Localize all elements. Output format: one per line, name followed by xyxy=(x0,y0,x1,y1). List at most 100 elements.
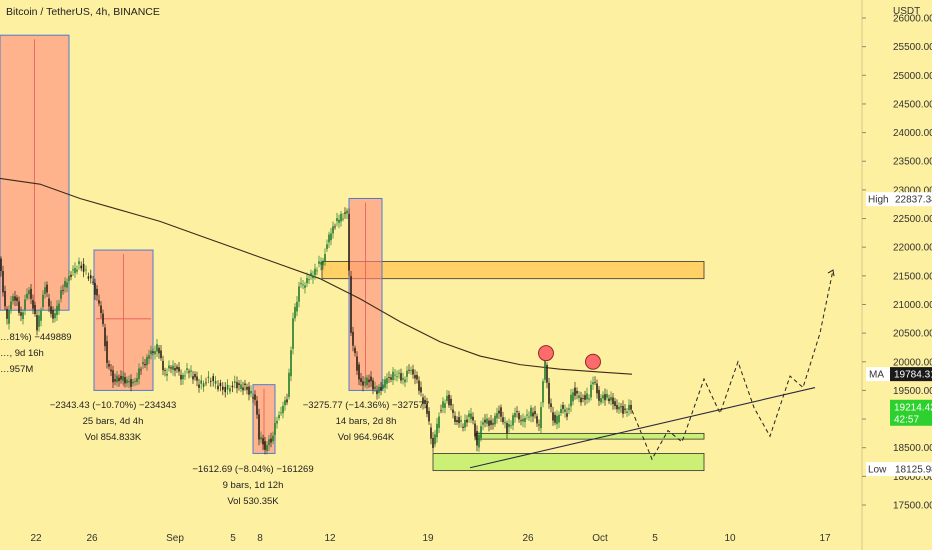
x-tick-label: 10 xyxy=(724,533,736,544)
y-tick-label: 25000.00 xyxy=(893,71,932,82)
last-price-bg xyxy=(890,399,932,426)
candle-body xyxy=(580,397,582,403)
candle-body xyxy=(424,399,426,405)
candle-body xyxy=(10,301,12,310)
candle-body xyxy=(588,398,590,400)
candle-body xyxy=(448,394,450,406)
candle-body xyxy=(570,394,572,407)
candle-body xyxy=(272,435,274,442)
candle-body xyxy=(304,285,306,288)
candle-body xyxy=(174,368,176,371)
candle-body xyxy=(486,418,488,424)
candle-body xyxy=(132,381,134,384)
candle-body xyxy=(178,367,180,372)
candle-body xyxy=(170,367,172,369)
candle-body xyxy=(612,397,614,405)
candle-body xyxy=(290,350,292,377)
candle-body xyxy=(154,351,156,355)
candle-body xyxy=(492,423,494,425)
candle-body xyxy=(442,401,444,408)
candle-body xyxy=(508,423,510,428)
candle-body xyxy=(120,375,122,380)
candle-body xyxy=(278,415,280,419)
candle-body xyxy=(378,387,380,393)
candle-body xyxy=(6,309,8,319)
x-tick-label: 19 xyxy=(422,533,434,544)
candle-body xyxy=(308,279,310,281)
candle-body xyxy=(326,244,328,249)
candle-body xyxy=(286,399,288,403)
candle-body xyxy=(40,310,42,321)
candle-body xyxy=(336,218,338,221)
candle-body xyxy=(468,413,470,417)
spike-marker xyxy=(585,353,601,370)
measure-annotation: …957M xyxy=(0,364,33,375)
candle-body xyxy=(112,370,114,383)
candle-body xyxy=(318,261,320,264)
candle-body xyxy=(26,293,28,299)
candle-body xyxy=(294,307,296,319)
candle-body xyxy=(146,356,148,366)
candle-body xyxy=(246,386,248,390)
candle-body xyxy=(114,379,116,382)
candle-body xyxy=(524,418,526,422)
candle-body xyxy=(217,385,219,390)
candle-body xyxy=(238,383,240,386)
candle-body xyxy=(372,380,374,390)
candle-body xyxy=(484,419,486,423)
x-tick-label: 22 xyxy=(30,533,42,544)
candle-body xyxy=(32,300,34,309)
candle-body xyxy=(186,368,188,370)
candle-body xyxy=(300,283,302,285)
measure-annotation: −3275.77 (−14.36%) −327577 xyxy=(303,400,430,411)
candle-body xyxy=(274,423,276,436)
candle-body xyxy=(236,382,238,389)
candle-body xyxy=(546,364,548,383)
candle-body xyxy=(606,393,608,398)
candle-body xyxy=(576,390,578,394)
candle-body xyxy=(160,350,162,359)
candle-body xyxy=(596,383,598,394)
candle-body xyxy=(258,414,260,440)
last-price-countdown: 42:57 xyxy=(894,414,919,425)
candle-body xyxy=(94,282,96,295)
candle-body xyxy=(584,395,586,400)
measure-annotation: Vol 964.964K xyxy=(338,432,395,443)
candle-body xyxy=(502,417,504,423)
candle-body xyxy=(470,413,472,420)
candle-body xyxy=(628,404,630,411)
candle-body xyxy=(328,234,330,243)
candle-body xyxy=(386,378,388,384)
candle-body xyxy=(450,398,452,406)
y-tick-label: 21500.00 xyxy=(893,271,932,282)
measure-annotation: 9 bars, 1d 12h xyxy=(223,480,284,491)
measure-annotation: …, 9d 16h xyxy=(0,348,44,359)
y-tick-label: 24000.00 xyxy=(893,128,932,139)
candle-body xyxy=(516,411,518,413)
candle-body xyxy=(78,261,80,265)
candle-body xyxy=(284,400,286,406)
low-label: Low xyxy=(868,465,887,476)
candle-body xyxy=(168,365,170,369)
y-tick-label: 25500.00 xyxy=(893,42,932,53)
candle-body xyxy=(322,260,324,265)
candle-body xyxy=(578,395,580,398)
candle-body xyxy=(264,441,266,450)
candle-body xyxy=(342,218,344,220)
candle-body xyxy=(158,347,160,354)
candle-body xyxy=(128,381,130,383)
candle-body xyxy=(14,296,16,301)
candle-body xyxy=(150,350,152,355)
candle-body xyxy=(592,382,594,385)
candle-body xyxy=(500,407,502,417)
projection-path xyxy=(631,269,834,461)
candle-body xyxy=(122,376,124,381)
measure-annotation: 25 bars, 4d 4h xyxy=(83,416,144,427)
candle-body xyxy=(568,408,570,410)
candle-body xyxy=(85,269,87,271)
candle-body xyxy=(20,312,22,316)
candle-body xyxy=(496,413,498,419)
candle-body xyxy=(398,372,400,374)
candle-body xyxy=(536,416,538,424)
